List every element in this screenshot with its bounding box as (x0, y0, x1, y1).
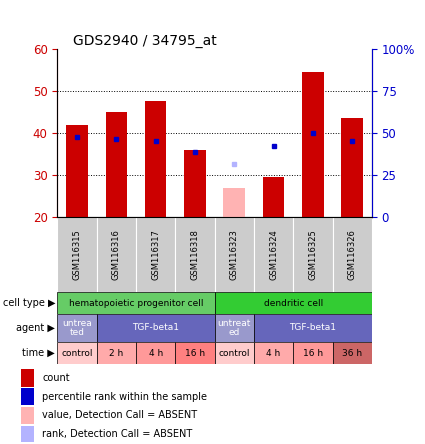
Text: dendritic cell: dendritic cell (264, 298, 323, 308)
Text: 36 h: 36 h (342, 349, 362, 357)
Text: control: control (61, 349, 93, 357)
Text: agent ▶: agent ▶ (17, 323, 55, 333)
Bar (105, 112, 127, 217)
Bar (57, 342, 96, 364)
Text: GSM116324: GSM116324 (269, 229, 278, 280)
Bar (184, 150, 206, 217)
Text: GSM116326: GSM116326 (348, 229, 357, 280)
Bar (175, 342, 215, 364)
Bar (224, 188, 245, 217)
Bar (66, 125, 88, 217)
Bar (215, 342, 254, 364)
Bar (332, 342, 372, 364)
Bar (293, 217, 332, 292)
Text: 16 h: 16 h (185, 349, 205, 357)
Bar (215, 217, 254, 292)
Text: 16 h: 16 h (303, 349, 323, 357)
Text: rank, Detection Call = ABSENT: rank, Detection Call = ABSENT (42, 429, 193, 439)
Bar (21, 407, 34, 424)
Bar (254, 217, 293, 292)
Text: time ▶: time ▶ (23, 348, 55, 358)
Bar (175, 217, 215, 292)
Text: untreat
ed: untreat ed (218, 319, 251, 337)
Text: cell type ▶: cell type ▶ (3, 298, 55, 308)
Bar (57, 292, 215, 314)
Text: value, Detection Call = ABSENT: value, Detection Call = ABSENT (42, 411, 197, 420)
Bar (96, 342, 136, 364)
Bar (215, 314, 254, 342)
Text: GSM116325: GSM116325 (309, 229, 317, 280)
Text: GDS2940 / 34795_at: GDS2940 / 34795_at (73, 34, 217, 48)
Text: percentile rank within the sample: percentile rank within the sample (42, 392, 207, 402)
Text: GSM116316: GSM116316 (112, 229, 121, 280)
Text: untrea
ted: untrea ted (62, 319, 92, 337)
Bar (263, 177, 284, 217)
Bar (96, 217, 136, 292)
Bar (57, 217, 96, 292)
Text: control: control (218, 349, 250, 357)
Bar (21, 426, 34, 443)
Bar (21, 369, 34, 387)
Bar (332, 217, 372, 292)
Text: TGF-beta1: TGF-beta1 (289, 324, 337, 333)
Text: 4 h: 4 h (148, 349, 163, 357)
Bar (96, 314, 215, 342)
Text: GSM116318: GSM116318 (190, 229, 199, 280)
Text: count: count (42, 373, 70, 383)
Bar (215, 292, 372, 314)
Text: GSM116323: GSM116323 (230, 229, 239, 280)
Bar (21, 388, 34, 405)
Bar (254, 342, 293, 364)
Text: TGF-beta1: TGF-beta1 (132, 324, 179, 333)
Bar (136, 217, 175, 292)
Bar (341, 118, 363, 217)
Text: GSM116315: GSM116315 (73, 229, 82, 280)
Bar (293, 342, 332, 364)
Text: 2 h: 2 h (109, 349, 124, 357)
Bar (136, 342, 175, 364)
Bar (145, 102, 167, 217)
Text: GSM116317: GSM116317 (151, 229, 160, 280)
Bar (254, 314, 372, 342)
Bar (302, 72, 324, 217)
Text: 4 h: 4 h (266, 349, 281, 357)
Text: hematopoietic progenitor cell: hematopoietic progenitor cell (69, 298, 203, 308)
Bar (57, 314, 96, 342)
